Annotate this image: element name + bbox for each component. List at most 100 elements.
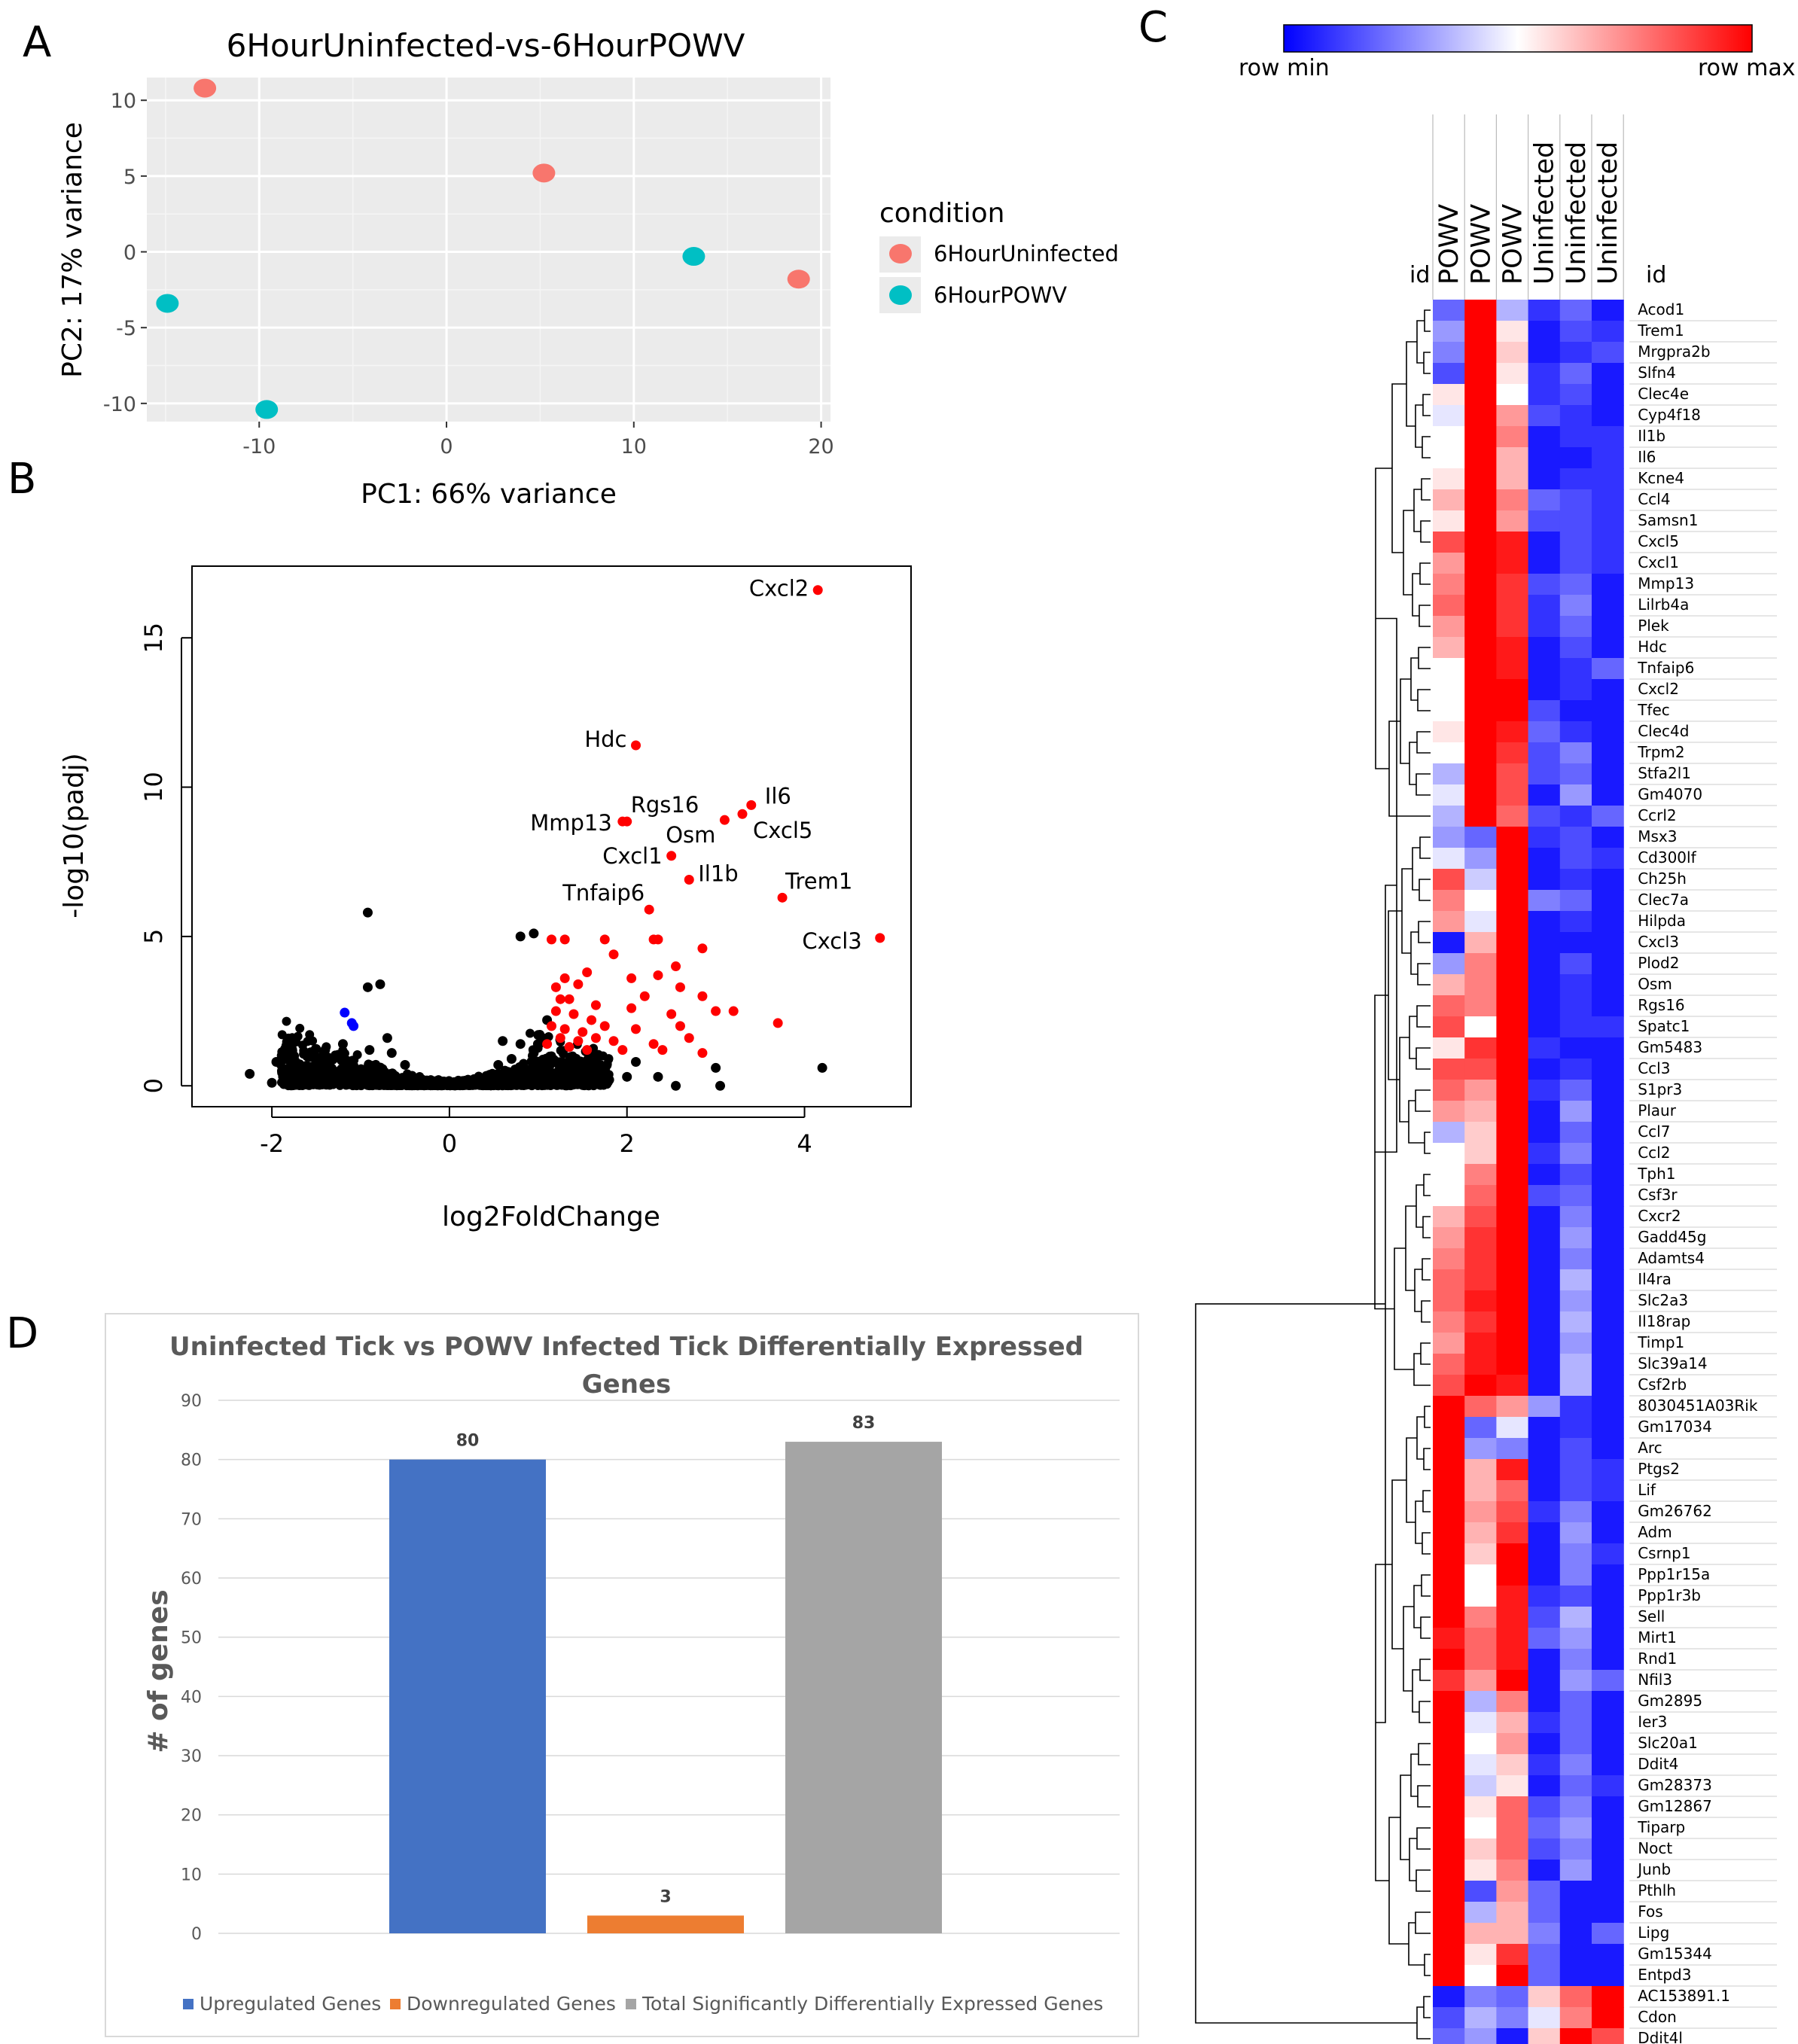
heatmap-cell bbox=[1559, 763, 1592, 785]
volcano-point-ns bbox=[495, 1080, 505, 1089]
heatmap-cell bbox=[1528, 1290, 1561, 1312]
heatmap-cell bbox=[1433, 2007, 1465, 2029]
heatmap-cell bbox=[1433, 300, 1465, 321]
heatmap-row-label: Il4ra bbox=[1638, 1270, 1672, 1288]
heatmap-cell bbox=[1464, 489, 1497, 511]
heatmap-cell bbox=[1559, 342, 1592, 364]
heatmap-cell bbox=[1464, 405, 1497, 427]
dendrogram-branches bbox=[1195, 309, 1431, 2039]
heatmap-cell bbox=[1496, 1902, 1529, 1924]
volcano-point-up bbox=[550, 1006, 561, 1016]
volcano-point-ns bbox=[533, 1030, 544, 1040]
heatmap-cell bbox=[1496, 616, 1529, 638]
volcano-point-up bbox=[728, 1006, 739, 1016]
heatmap-cell bbox=[1528, 848, 1561, 870]
panel-letter-a: A bbox=[23, 18, 51, 67]
heatmap-cell bbox=[1592, 1564, 1624, 1586]
bar-legend-label: Total Significantly Differentially Expre… bbox=[641, 1993, 1103, 2015]
heatmap-cell bbox=[1528, 616, 1561, 638]
heatmap-cell bbox=[1559, 616, 1592, 638]
heatmap-cell bbox=[1496, 1838, 1529, 1860]
heatmap-cell bbox=[1464, 1522, 1497, 1544]
heatmap-row-label: Gm2895 bbox=[1638, 1692, 1702, 1710]
heatmap-cell bbox=[1433, 974, 1465, 996]
volcano-point-ns bbox=[493, 1059, 504, 1070]
bar-value-label: 80 bbox=[456, 1432, 480, 1451]
volcano-point-ns bbox=[373, 1077, 383, 1087]
heatmap-cell bbox=[1464, 974, 1497, 996]
heatmap-row-label: Mmp13 bbox=[1638, 574, 1694, 592]
heatmap-cell bbox=[1592, 974, 1624, 996]
heatmap-cell bbox=[1559, 1712, 1592, 1734]
volcano-point-up bbox=[608, 1036, 619, 1046]
heatmap-cell bbox=[1433, 1164, 1465, 1186]
heatmap-column-label: POWV bbox=[1498, 204, 1528, 285]
heatmap-cell bbox=[1559, 300, 1592, 321]
heatmap-cell bbox=[1528, 1522, 1561, 1544]
volcano-point-up bbox=[587, 1015, 597, 1025]
heatmap-cell bbox=[1592, 721, 1624, 743]
heatmap-cell bbox=[1496, 1016, 1529, 1038]
heatmap-cell bbox=[1528, 700, 1561, 722]
heatmap-cell bbox=[1433, 932, 1465, 954]
heatmap-cell bbox=[1496, 1817, 1529, 1839]
heatmap-cell bbox=[1592, 953, 1624, 975]
heatmap-cell bbox=[1464, 2007, 1497, 2029]
volcano-point-ns bbox=[329, 1068, 340, 1079]
pca-x-tick-label: 10 bbox=[621, 435, 647, 458]
heatmap-cell bbox=[1496, 1754, 1529, 1776]
heatmap-cell bbox=[1559, 1965, 1592, 1987]
heatmap-row-label: Ccrl2 bbox=[1638, 806, 1676, 824]
heatmap-cell bbox=[1464, 1670, 1497, 1692]
bar-legend-label: Downregulated Genes bbox=[407, 1993, 616, 2015]
heatmap-row-label: Il1b bbox=[1638, 427, 1665, 445]
heatmap-cell bbox=[1433, 721, 1465, 743]
volcano-point-ns bbox=[289, 1051, 300, 1062]
heatmap-row-label: Nfil3 bbox=[1638, 1671, 1672, 1689]
heatmap-cell bbox=[1559, 721, 1592, 743]
heatmap-cell bbox=[1496, 1206, 1529, 1228]
heatmap-cell bbox=[1464, 911, 1497, 933]
heatmap-cell bbox=[1464, 426, 1497, 448]
heatmap-cell bbox=[1592, 300, 1624, 321]
volcano-y-tick-label: 0 bbox=[139, 1078, 168, 1093]
heatmap-cell bbox=[1496, 974, 1529, 996]
heatmap-cell bbox=[1528, 1037, 1561, 1059]
heatmap-cell bbox=[1496, 1860, 1529, 1881]
volcano-point-up bbox=[737, 809, 748, 819]
pca-point bbox=[532, 163, 556, 183]
heatmap-cell bbox=[1528, 1733, 1561, 1755]
volcano-point-ns bbox=[577, 1068, 588, 1079]
heatmap-cell bbox=[1559, 1059, 1592, 1080]
volcano-point-ns bbox=[306, 1065, 317, 1076]
volcano-point-up bbox=[653, 970, 663, 980]
heatmap-row-label: Sell bbox=[1638, 1607, 1665, 1625]
heatmap-cell bbox=[1433, 363, 1465, 385]
heatmap-row-label: Gm15344 bbox=[1638, 1945, 1712, 1963]
heatmap-cell bbox=[1464, 342, 1497, 364]
heatmap-row-label: Cyp4f18 bbox=[1638, 406, 1701, 424]
heatmap-row-label: Adamts4 bbox=[1638, 1249, 1705, 1267]
heatmap-cell bbox=[1433, 1080, 1465, 1101]
volcano-point-up bbox=[590, 1000, 601, 1010]
volcano-gene-label: Cxcl1 bbox=[602, 843, 662, 869]
heatmap-cell bbox=[1528, 742, 1561, 764]
volcano-point-ns bbox=[295, 1023, 305, 1033]
heatmap-cell bbox=[1464, 806, 1497, 827]
volcano-point-ns bbox=[529, 1048, 539, 1059]
heatmap-cell bbox=[1496, 1375, 1529, 1397]
heatmap-cell bbox=[1528, 1438, 1561, 1460]
volcano-gene-label: Tnfaip6 bbox=[562, 880, 645, 906]
pca-panel-background bbox=[147, 78, 830, 422]
heatmap-cell bbox=[1559, 321, 1592, 343]
bar-legend-swatch bbox=[626, 1999, 636, 2009]
heatmap-cell bbox=[1433, 1607, 1465, 1628]
volcano-point-up bbox=[719, 815, 730, 825]
pca-y-axis-label: PC2: 17% variance bbox=[57, 122, 88, 378]
heatmap-cell bbox=[1592, 532, 1624, 553]
heatmap-cell bbox=[1464, 890, 1497, 912]
bar bbox=[389, 1459, 546, 1933]
heatmap-cell bbox=[1559, 1438, 1592, 1460]
panel-letter-b: B bbox=[8, 455, 36, 504]
heatmap-row-label: Pthlh bbox=[1638, 1881, 1676, 1899]
